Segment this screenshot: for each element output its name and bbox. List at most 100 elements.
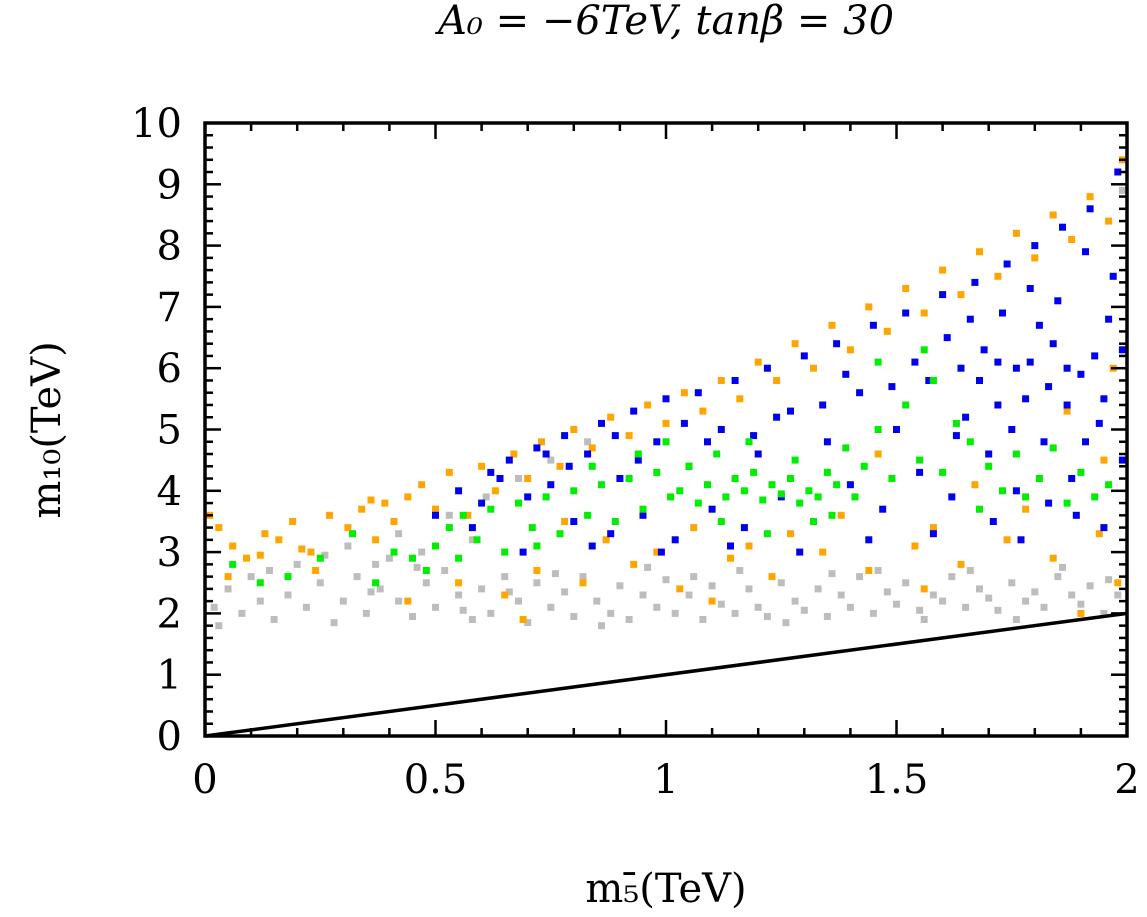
point-gray: [505, 588, 513, 596]
point-green: [768, 481, 776, 489]
point-gray: [976, 585, 983, 593]
point-blue: [754, 450, 762, 458]
point-orange: [810, 364, 817, 372]
point-blue: [1095, 419, 1103, 427]
point-blue: [796, 548, 804, 556]
point-orange: [630, 560, 638, 568]
point-gray: [362, 609, 370, 617]
point-gray: [551, 570, 559, 578]
point-gray: [671, 609, 679, 617]
point-blue: [662, 395, 670, 403]
point-orange: [404, 597, 412, 605]
point-green: [851, 493, 859, 501]
point-gray: [468, 536, 476, 544]
point-gray: [1068, 591, 1076, 599]
point-orange: [464, 511, 472, 519]
point-green: [634, 450, 642, 458]
point-blue: [879, 505, 887, 513]
point-blue: [1031, 242, 1039, 250]
point-green: [731, 475, 739, 482]
point-blue: [1086, 205, 1094, 213]
y-tick-labels: 0 1 2 3 4 5 6 7 8 9 10: [131, 101, 182, 760]
point-green: [810, 518, 817, 525]
point-green: [704, 481, 711, 489]
y-tick-label: 3: [157, 530, 182, 576]
point-blue: [763, 364, 771, 372]
point-gray: [883, 588, 891, 596]
point-blue: [1012, 487, 1020, 495]
point-orange: [994, 272, 1002, 280]
point-gray: [962, 603, 970, 611]
point-gray: [339, 597, 347, 605]
point-blue: [966, 315, 974, 323]
y-tick-label: 1: [157, 653, 182, 699]
point-orange: [717, 377, 725, 384]
point-gray: [607, 609, 615, 617]
point-green: [759, 496, 767, 504]
point-orange: [1049, 554, 1057, 562]
point-gray: [685, 591, 693, 599]
point-blue: [533, 444, 541, 452]
point-blue: [717, 426, 725, 433]
point-blue: [1068, 475, 1076, 482]
point-gray: [524, 619, 532, 627]
point-orange: [1068, 236, 1076, 243]
point-gray: [1114, 591, 1122, 599]
point-green: [432, 542, 439, 550]
point-blue: [856, 389, 864, 397]
point-green: [999, 487, 1006, 495]
point-blue: [846, 481, 854, 489]
point-orange: [1031, 254, 1039, 262]
point-green: [874, 358, 882, 366]
point-gray: [395, 530, 403, 538]
point-green: [1077, 468, 1085, 476]
point-gray: [441, 567, 449, 574]
point-blue: [980, 346, 988, 354]
point-orange: [773, 377, 781, 384]
point-orange: [510, 450, 518, 458]
point-orange: [1012, 229, 1020, 237]
point-blue: [1026, 285, 1034, 292]
point-gray: [616, 582, 624, 590]
point-green: [349, 530, 356, 538]
point-gray: [455, 591, 463, 599]
point-gray: [1077, 600, 1085, 608]
point-gray: [828, 570, 836, 578]
point-green: [372, 579, 380, 587]
point-blue: [1059, 223, 1066, 231]
point-green: [611, 518, 619, 525]
point-gray: [1012, 616, 1020, 623]
point-orange: [736, 395, 744, 403]
point-green: [916, 456, 924, 464]
point-green: [473, 536, 481, 544]
point-orange: [1100, 456, 1108, 464]
point-green: [902, 401, 910, 409]
x-axis-title: m₅̄(TeV): [585, 866, 746, 912]
point-orange: [768, 573, 776, 581]
point-blue: [653, 438, 661, 446]
point-blue: [1082, 248, 1089, 256]
point-orange: [708, 597, 716, 605]
point-orange: [1003, 536, 1011, 544]
point-orange: [372, 536, 380, 544]
point-green: [952, 419, 960, 427]
point-orange: [367, 496, 375, 504]
point-gray: [625, 616, 633, 623]
point-blue: [888, 383, 896, 391]
y-axis-title: m₁₀(TeV): [24, 341, 70, 518]
point-gray: [445, 511, 453, 519]
point-blue: [671, 536, 679, 544]
point-gray: [856, 573, 864, 581]
point-gray: [1008, 579, 1016, 587]
point-green: [842, 444, 850, 452]
point-blue: [869, 321, 877, 329]
point-green: [515, 499, 522, 507]
point-green: [1022, 493, 1030, 501]
point-blue: [842, 370, 850, 378]
point-blue: [542, 450, 550, 458]
point-blue: [1045, 499, 1053, 507]
point-orange: [883, 327, 891, 335]
point-gray: [515, 597, 522, 605]
x-tick-label: 0.5: [404, 757, 468, 803]
point-blue: [939, 291, 947, 299]
